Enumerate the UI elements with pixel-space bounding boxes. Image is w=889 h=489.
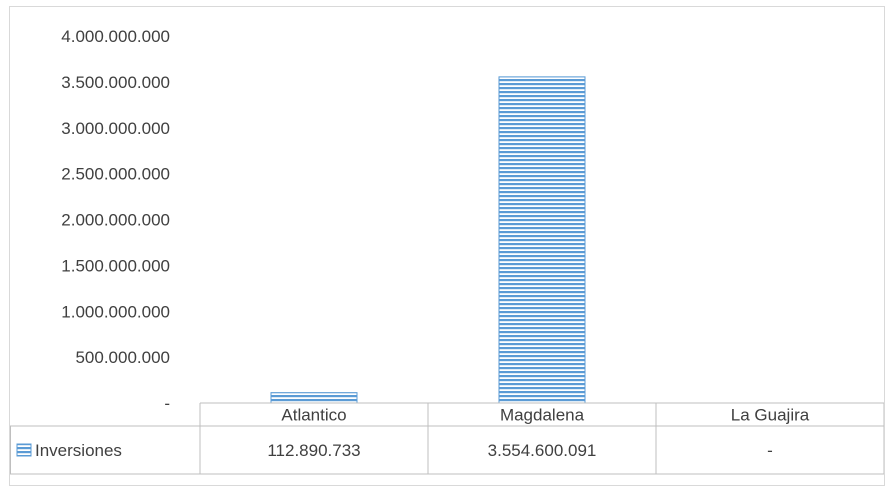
data-table: Atlantico Magdalena La Guajira Inversiones 1… <box>10 402 884 475</box>
legend-key <box>16 443 32 457</box>
bars <box>270 76 586 404</box>
bar-chart: - 500.000.000 1.000.000.000 1.500.000.000 2.… <box>10 27 884 475</box>
bar <box>498 76 586 404</box>
data-value-label: 112.890.733 <box>267 441 360 460</box>
y-axis-labels: - 500.000.000 1.000.000.000 1.500.000.000 2.… <box>61 27 170 413</box>
y-tick-label: 2.500.000.000 <box>61 165 170 184</box>
chart-frame: - 500.000.000 1.000.000.000 1.500.000.000 2.… <box>9 6 885 486</box>
y-tick-label: 1.000.000.000 <box>61 302 170 321</box>
y-tick-label: 2.000.000.000 <box>61 211 170 230</box>
y-tick-label: 4.000.000.000 <box>61 27 170 46</box>
y-tick-label: 3.500.000.000 <box>61 73 170 92</box>
y-tick-label: 500.000.000 <box>75 348 170 367</box>
data-value-label: - <box>767 441 773 460</box>
category-label: Atlantico <box>281 406 346 425</box>
category-label: La Guajira <box>731 406 810 425</box>
y-tick-label: - <box>164 394 170 413</box>
category-label: Magdalena <box>500 406 585 425</box>
legend-label: Inversiones <box>35 441 122 460</box>
y-tick-label: 1.500.000.000 <box>61 256 170 275</box>
bar <box>270 392 358 404</box>
y-tick-label: 3.000.000.000 <box>61 119 170 138</box>
data-value-label: 3.554.600.091 <box>488 441 597 460</box>
